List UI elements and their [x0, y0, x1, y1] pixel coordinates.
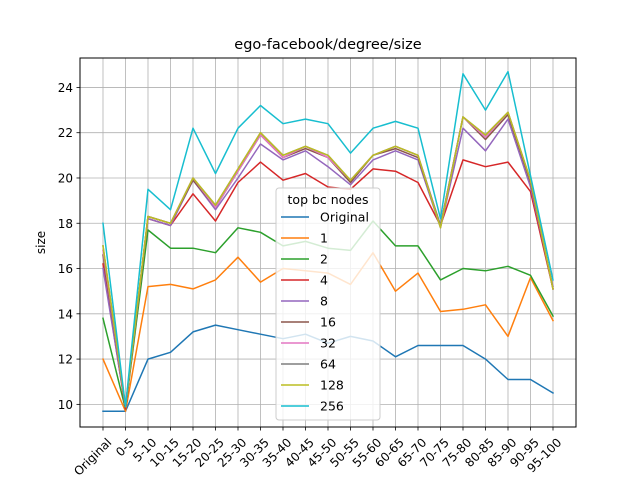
- y-axis: 10 12 14 16 18 20 22 24: [58, 81, 80, 412]
- legend-box: [275, 187, 381, 421]
- legend: top bc nodes Original 1 2 4 8 16 32 64 128 256: [275, 187, 381, 421]
- chart-title: ego-facebook/degree/size: [234, 37, 422, 53]
- legend-label: Original: [320, 210, 369, 225]
- legend-label: 16: [320, 315, 336, 330]
- y-tick-label: 18: [58, 217, 73, 231]
- legend-label: 8: [320, 294, 328, 309]
- series-line: [102, 111, 554, 408]
- y-tick-label: 20: [58, 171, 73, 185]
- legend-label: 64: [320, 357, 336, 372]
- legend-label: 1: [320, 231, 328, 246]
- legend-label: 256: [320, 399, 344, 414]
- y-tick-label: 10: [58, 398, 73, 412]
- legend-label: 128: [320, 378, 344, 393]
- y-tick-label: 16: [58, 262, 73, 276]
- y-tick-label: 14: [58, 307, 73, 321]
- y-tick-label: 24: [58, 81, 73, 95]
- legend-label: 32: [320, 336, 336, 351]
- y-axis-label: size: [34, 231, 48, 254]
- legend-label: 2: [320, 252, 328, 267]
- y-tick-label: 22: [58, 126, 73, 140]
- legend-label: 4: [320, 273, 328, 288]
- series-line: [102, 159, 554, 410]
- series-line: [102, 70, 554, 408]
- legend-title: top bc nodes: [288, 192, 369, 207]
- y-tick-label: 12: [58, 353, 73, 367]
- legend-entries: Original 1 2 4 8 16 32 64 128 256: [281, 210, 369, 414]
